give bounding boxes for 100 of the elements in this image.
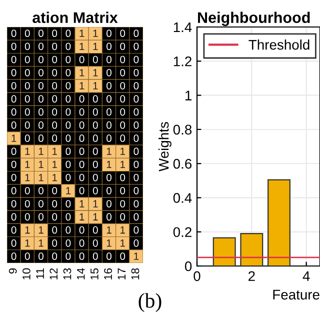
data-label: 0 [79, 56, 84, 64]
data-label: 0 [134, 174, 139, 182]
data-label: 0 [66, 134, 71, 142]
data-label: 0 [79, 239, 84, 247]
data-label: 0 [134, 56, 139, 64]
data-label: 0 [120, 174, 126, 182]
x-tick-label: 16 [104, 268, 112, 280]
data-label: 1 [106, 226, 112, 234]
data-label: 0 [38, 213, 44, 221]
data-label: 0 [66, 226, 71, 234]
data-label: 0 [92, 108, 98, 116]
data-label: 1 [52, 174, 57, 182]
data-label: 1 [66, 187, 71, 194]
data-label: 0 [38, 186, 44, 194]
data-label: 0 [11, 200, 16, 208]
data-label: 0 [92, 56, 98, 64]
data-label: 0 [38, 56, 44, 64]
data-label: 0 [24, 121, 30, 129]
data-label: 1 [38, 148, 44, 155]
bar [212, 237, 236, 266]
data-label: 0 [120, 108, 126, 116]
data-label: 0 [24, 252, 30, 260]
y-axis-title: Weights [158, 122, 172, 172]
legend-label: Threshold [248, 40, 310, 50]
data-label: 1 [93, 42, 98, 50]
x-tick-label: 15 [90, 268, 98, 280]
data-label: 0 [66, 160, 71, 168]
data-label: 0 [79, 95, 84, 103]
data-label: 0 [120, 68, 126, 76]
data-label: 1 [52, 160, 57, 168]
data-label: 0 [38, 121, 44, 129]
data-label: 0 [120, 95, 126, 103]
data-label: 0 [52, 200, 58, 208]
data-label: 0 [52, 239, 58, 247]
data-label: 1 [120, 160, 125, 168]
data-label: 0 [134, 226, 139, 234]
data-label: 0 [11, 95, 16, 103]
data-label: 1 [80, 69, 84, 76]
data-label: 1 [25, 226, 30, 234]
data-label: 0 [134, 160, 139, 168]
data-label: 0 [66, 213, 71, 221]
data-label: 0 [52, 252, 58, 260]
data-label: 0 [66, 82, 71, 90]
data-label: 0 [134, 213, 139, 221]
data-label: 0 [106, 42, 112, 50]
data-label: 0 [66, 56, 71, 64]
data-label: 0 [92, 174, 98, 182]
data-label: 0 [92, 134, 98, 142]
data-label: 0 [106, 134, 112, 142]
x-tick-label: 14 [77, 268, 85, 280]
data-label: 0 [52, 95, 58, 103]
data-label: 0 [134, 186, 139, 194]
text: (b) [138, 293, 162, 312]
data-label: 0 [106, 121, 112, 129]
data-label: 0 [66, 68, 71, 76]
data-label: 0 [134, 108, 139, 116]
data-label: 1 [120, 148, 125, 155]
data-label: 1 [25, 160, 30, 168]
data-label: 0 [24, 82, 30, 90]
data-label: 0 [24, 186, 30, 194]
data-label: 0 [52, 121, 58, 129]
data-label: 0 [11, 68, 16, 76]
data-label: 1 [38, 240, 44, 247]
x-tick-label: 18 [131, 268, 140, 280]
data-label: 1 [25, 174, 30, 182]
data-label: 0 [24, 108, 30, 116]
x-tick-label: 11 [36, 268, 44, 279]
data-label: 0 [120, 186, 126, 194]
data-label: 1 [134, 252, 139, 260]
data-label: 0 [24, 200, 30, 208]
data-label: 0 [134, 68, 139, 76]
data-label: 0 [52, 42, 58, 50]
data-label: 0 [106, 95, 112, 103]
data-label: 0 [106, 56, 112, 64]
data-label: 0 [106, 108, 112, 116]
data-label: 0 [79, 108, 84, 116]
data-label: 0 [106, 82, 112, 90]
data-label: 0 [66, 200, 71, 208]
x-tick-label: 12 [50, 268, 58, 280]
data-label: 0 [11, 226, 16, 234]
data-label: 0 [11, 108, 16, 116]
data-label: 0 [24, 95, 30, 103]
data-label: 0 [120, 121, 126, 129]
data-label: 0 [38, 68, 44, 76]
data-label: 0 [106, 174, 112, 182]
data-label: 0 [120, 252, 126, 260]
y-tick-label: 0 [184, 261, 192, 272]
data-label: 0 [52, 68, 58, 76]
data-label: 0 [66, 30, 71, 38]
data-label: 0 [38, 30, 44, 38]
data-label: 0 [79, 148, 84, 156]
data-label: 0 [38, 82, 44, 90]
y-tick-label: 0.6 [173, 158, 192, 169]
data-label: 1 [106, 240, 112, 247]
data-label: 0 [52, 108, 58, 116]
data-label: 1 [38, 174, 44, 182]
data-label: 1 [12, 134, 16, 142]
y-tick-label: 1 [185, 90, 192, 100]
data-label: 0 [24, 56, 30, 64]
data-label: 0 [134, 82, 139, 90]
